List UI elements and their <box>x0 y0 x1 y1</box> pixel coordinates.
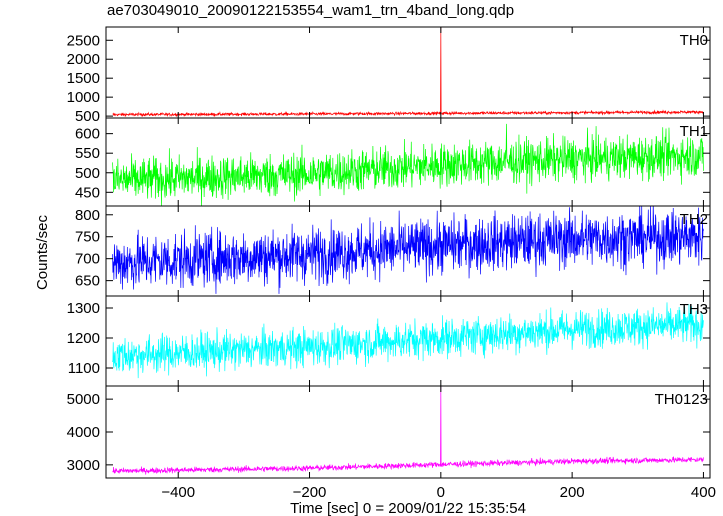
ytick-label-th3: 1100 <box>68 360 100 377</box>
ytick-label-th1: 600 <box>75 126 100 143</box>
panel-frame-th0 <box>105 26 711 119</box>
ytick-label-th2: 750 <box>75 229 100 246</box>
panel-label-th0123: TH0123 <box>655 391 708 408</box>
chart-title: ae703049010_20090122153554_wam1_trn_4ban… <box>107 2 515 19</box>
ytick-label-th1: 450 <box>75 184 100 201</box>
series-th1 <box>112 123 704 206</box>
series-th3 <box>112 302 704 379</box>
panel-label-th1: TH1 <box>680 123 708 140</box>
y-axis-label: Counts/sec <box>34 214 51 290</box>
xtick-label: 200 <box>560 484 585 501</box>
ytick-label-th3: 1300 <box>67 300 100 317</box>
ytick-label-th0: 1000 <box>67 89 100 106</box>
ytick-label-th2: 650 <box>75 273 100 290</box>
ytick-label-th0123: 3000 <box>67 457 100 474</box>
ytick-label-th1: 500 <box>75 165 100 182</box>
ytick-label-th0123: 4000 <box>67 424 100 441</box>
ytick-label-th0123: 5000 <box>67 391 100 408</box>
series-th0 <box>112 27 704 118</box>
ytick-label-th3: 1200 <box>67 330 100 347</box>
x-axis-label: Time [sec] 0 = 2009/01/22 15:35:54 <box>290 500 526 516</box>
panel-label-th0: TH0 <box>680 32 708 49</box>
panel-label-th3: TH3 <box>680 301 708 318</box>
ytick-label-th0: 500 <box>75 108 100 125</box>
ytick-label-th1: 550 <box>75 145 100 162</box>
xtick-label: 400 <box>691 484 716 501</box>
xtick-label: −400 <box>161 484 195 501</box>
ytick-label-th2: 700 <box>75 251 100 268</box>
panel-label-th2: TH2 <box>680 211 708 228</box>
ytick-label-th0: 1500 <box>67 70 100 87</box>
xtick-label: −200 <box>293 484 327 501</box>
ytick-label-th0: 2000 <box>67 51 100 68</box>
ytick-label-th0: 2500 <box>67 32 100 49</box>
ytick-label-th2: 800 <box>75 207 100 224</box>
series-th0123 <box>112 386 704 475</box>
series-th2 <box>112 206 704 294</box>
xtick-label: 0 <box>437 484 445 501</box>
